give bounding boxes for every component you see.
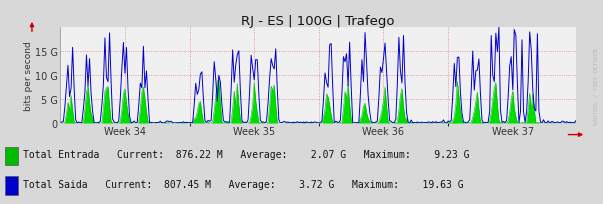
Text: Total Saida   Current:  807.45 M   Average:    3.72 G   Maximum:    19.63 G: Total Saida Current: 807.45 M Average: 3… <box>23 179 464 189</box>
Title: RJ - ES | 100G | Trafego: RJ - ES | 100G | Trafego <box>241 15 395 28</box>
Text: Total Entrada   Current:  876.22 M   Average:    2.07 G   Maximum:    9.23 G: Total Entrada Current: 876.22 M Average:… <box>23 150 469 159</box>
Text: RRDTOOL / TOBI OETIKER: RRDTOOL / TOBI OETIKER <box>594 47 599 124</box>
Y-axis label: bits per second: bits per second <box>24 41 33 110</box>
